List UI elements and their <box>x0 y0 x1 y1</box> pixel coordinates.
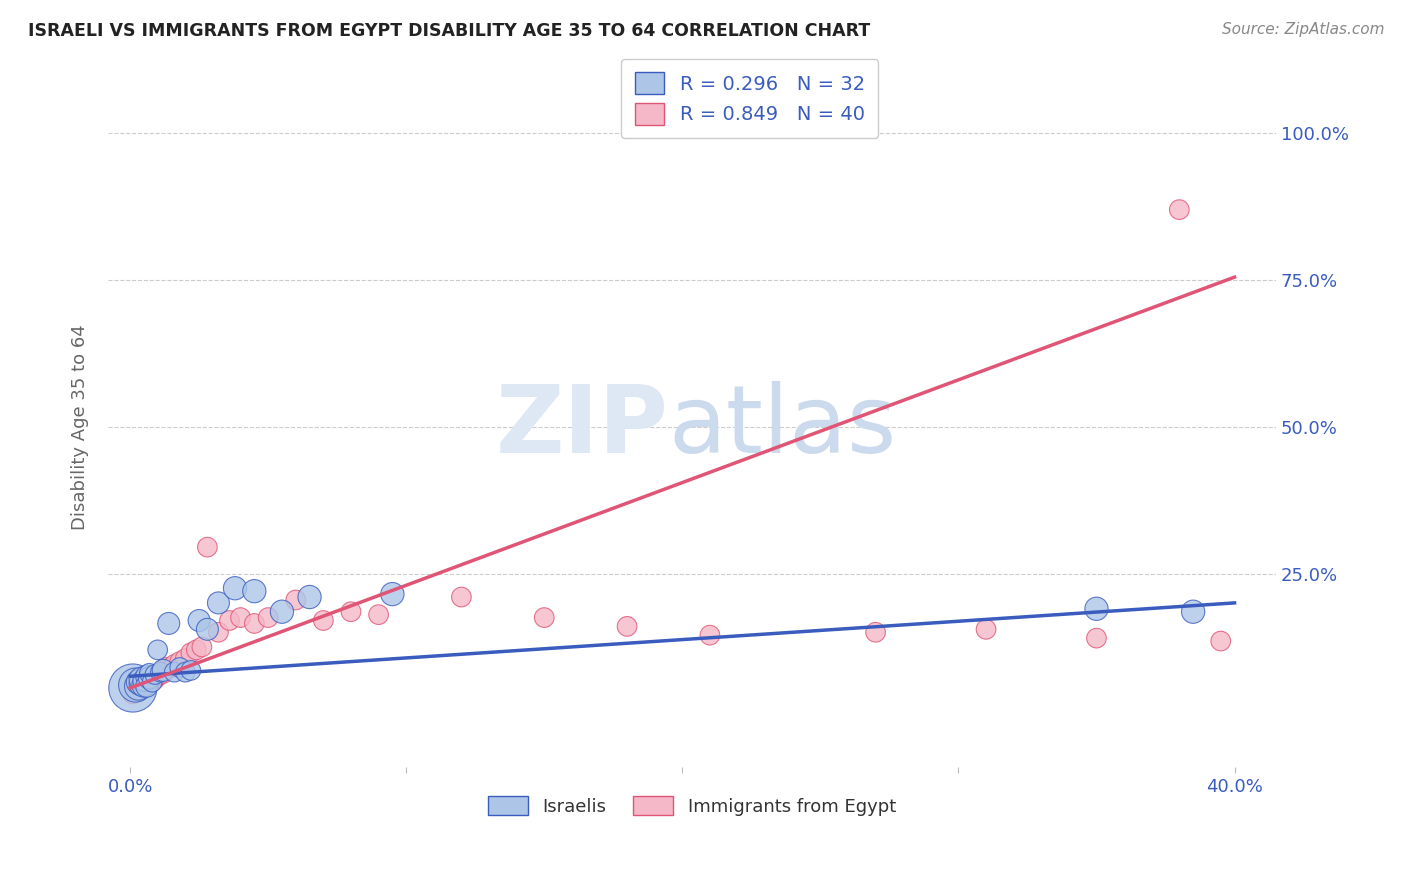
Point <box>312 614 335 628</box>
Point <box>207 625 229 640</box>
Point <box>1085 601 1108 615</box>
Point <box>124 684 146 698</box>
Point <box>381 587 404 601</box>
Point <box>298 590 321 604</box>
Point <box>163 665 186 680</box>
Point <box>141 675 163 690</box>
Point <box>169 655 191 669</box>
Point <box>163 657 186 672</box>
Point <box>146 643 169 657</box>
Point <box>143 667 166 681</box>
Point <box>127 682 149 697</box>
Text: ZIP: ZIP <box>496 381 669 473</box>
Point <box>218 614 240 628</box>
Point <box>132 679 155 693</box>
Point <box>180 664 202 678</box>
Point <box>127 679 149 693</box>
Point <box>1209 634 1232 648</box>
Point <box>271 605 294 619</box>
Point <box>135 669 157 683</box>
Point <box>121 681 143 695</box>
Point <box>340 605 363 619</box>
Point <box>1168 202 1191 217</box>
Point <box>138 671 160 685</box>
Point <box>149 667 172 681</box>
Point <box>132 678 155 692</box>
Point <box>127 675 149 690</box>
Point <box>135 679 157 693</box>
Point <box>135 678 157 692</box>
Point <box>865 625 887 640</box>
Point <box>533 610 555 624</box>
Point <box>450 590 472 604</box>
Point <box>243 584 266 599</box>
Point <box>174 665 197 680</box>
Point <box>207 596 229 610</box>
Point <box>121 687 143 701</box>
Point <box>149 665 172 680</box>
Point <box>616 619 638 633</box>
Point <box>188 614 211 628</box>
Point <box>191 640 214 654</box>
Legend: Israelis, Immigrants from Egypt: Israelis, Immigrants from Egypt <box>481 789 903 823</box>
Point <box>257 610 280 624</box>
Point <box>229 610 252 624</box>
Point <box>146 669 169 683</box>
Point <box>155 660 177 674</box>
Point <box>174 651 197 665</box>
Point <box>243 616 266 631</box>
Point <box>284 593 307 607</box>
Point <box>132 673 155 688</box>
Point <box>1182 605 1205 619</box>
Point <box>124 678 146 692</box>
Point <box>141 673 163 688</box>
Point <box>180 646 202 660</box>
Point <box>224 581 246 595</box>
Point <box>132 678 155 692</box>
Point <box>157 616 180 631</box>
Point <box>138 666 160 681</box>
Point <box>152 664 174 678</box>
Text: ISRAELI VS IMMIGRANTS FROM EGYPT DISABILITY AGE 35 TO 64 CORRELATION CHART: ISRAELI VS IMMIGRANTS FROM EGYPT DISABIL… <box>28 22 870 40</box>
Y-axis label: Disability Age 35 to 64: Disability Age 35 to 64 <box>72 324 89 530</box>
Point <box>197 623 219 637</box>
Point <box>169 660 191 674</box>
Point <box>160 660 183 674</box>
Text: atlas: atlas <box>669 381 897 473</box>
Point <box>129 672 152 686</box>
Point <box>974 623 997 637</box>
Point <box>186 643 208 657</box>
Point <box>197 540 219 554</box>
Point <box>699 628 721 642</box>
Point <box>152 666 174 681</box>
Point <box>367 607 389 622</box>
Point <box>129 681 152 695</box>
Point <box>138 675 160 690</box>
Point <box>143 672 166 686</box>
Point <box>129 677 152 691</box>
Text: Source: ZipAtlas.com: Source: ZipAtlas.com <box>1222 22 1385 37</box>
Point <box>1085 631 1108 645</box>
